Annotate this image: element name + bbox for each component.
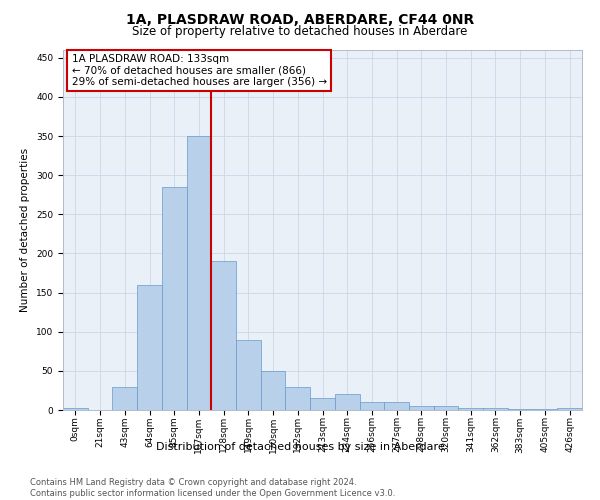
Bar	[286, 386, 310, 410]
Bar	[310, 398, 335, 410]
Bar	[162, 187, 187, 410]
Bar	[261, 371, 286, 410]
Text: Contains HM Land Registry data © Crown copyright and database right 2024.
Contai: Contains HM Land Registry data © Crown c…	[30, 478, 395, 498]
Bar	[557, 408, 582, 410]
Text: Distribution of detached houses by size in Aberdare: Distribution of detached houses by size …	[155, 442, 445, 452]
Bar	[458, 408, 483, 410]
Bar	[384, 402, 409, 410]
Text: 1A PLASDRAW ROAD: 133sqm
← 70% of detached houses are smaller (866)
29% of semi-: 1A PLASDRAW ROAD: 133sqm ← 70% of detach…	[71, 54, 327, 87]
Bar	[63, 408, 88, 410]
Bar	[137, 285, 162, 410]
Bar	[533, 409, 557, 410]
Y-axis label: Number of detached properties: Number of detached properties	[20, 148, 31, 312]
Bar	[409, 406, 434, 410]
Bar	[187, 136, 211, 410]
Bar	[359, 402, 384, 410]
Text: 1A, PLASDRAW ROAD, ABERDARE, CF44 0NR: 1A, PLASDRAW ROAD, ABERDARE, CF44 0NR	[126, 12, 474, 26]
Bar	[508, 409, 533, 410]
Bar	[434, 406, 458, 410]
Bar	[211, 262, 236, 410]
Bar	[335, 394, 359, 410]
Bar	[483, 408, 508, 410]
Text: Size of property relative to detached houses in Aberdare: Size of property relative to detached ho…	[133, 25, 467, 38]
Bar	[112, 386, 137, 410]
Bar	[236, 340, 261, 410]
